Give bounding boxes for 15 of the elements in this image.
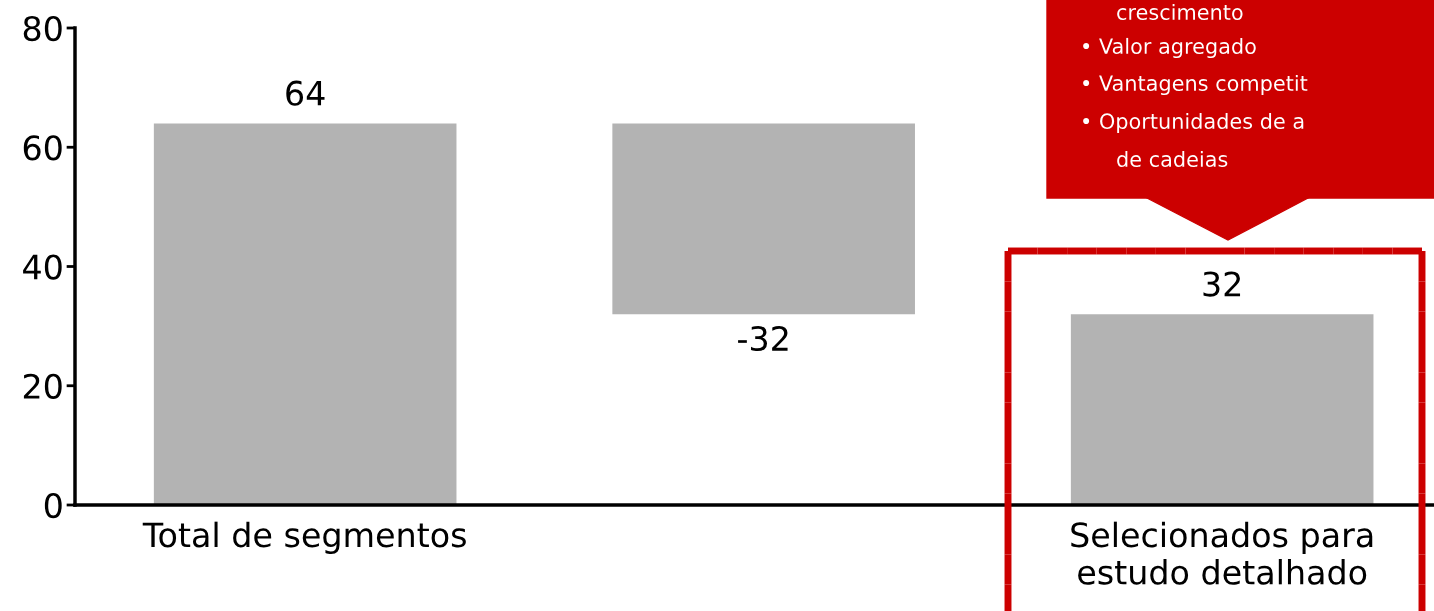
x-tick-label: Total de segmentos [142,521,466,554]
y-tick-label: 40 [23,254,62,280]
y-tick-label: 0 [44,492,62,519]
y-tick-label: 60 [23,135,62,161]
x-tick-label: Selecionados para estudo detalhado [1071,521,1373,585]
annotation: • Oportunidades de a [1083,112,1304,134]
text: crescimento [1117,3,1243,21]
y-tick-label: 20 [23,373,62,399]
data-label: -32 [738,325,788,352]
data-label: 64 [286,80,325,106]
data-label: 32 [1203,271,1241,297]
y-tick-label: 80 [23,15,62,42]
annotation: de cadeias [1117,150,1228,168]
annotation: • Valor agregado [1083,37,1256,59]
annotation: • Vantagens competit [1083,74,1308,96]
